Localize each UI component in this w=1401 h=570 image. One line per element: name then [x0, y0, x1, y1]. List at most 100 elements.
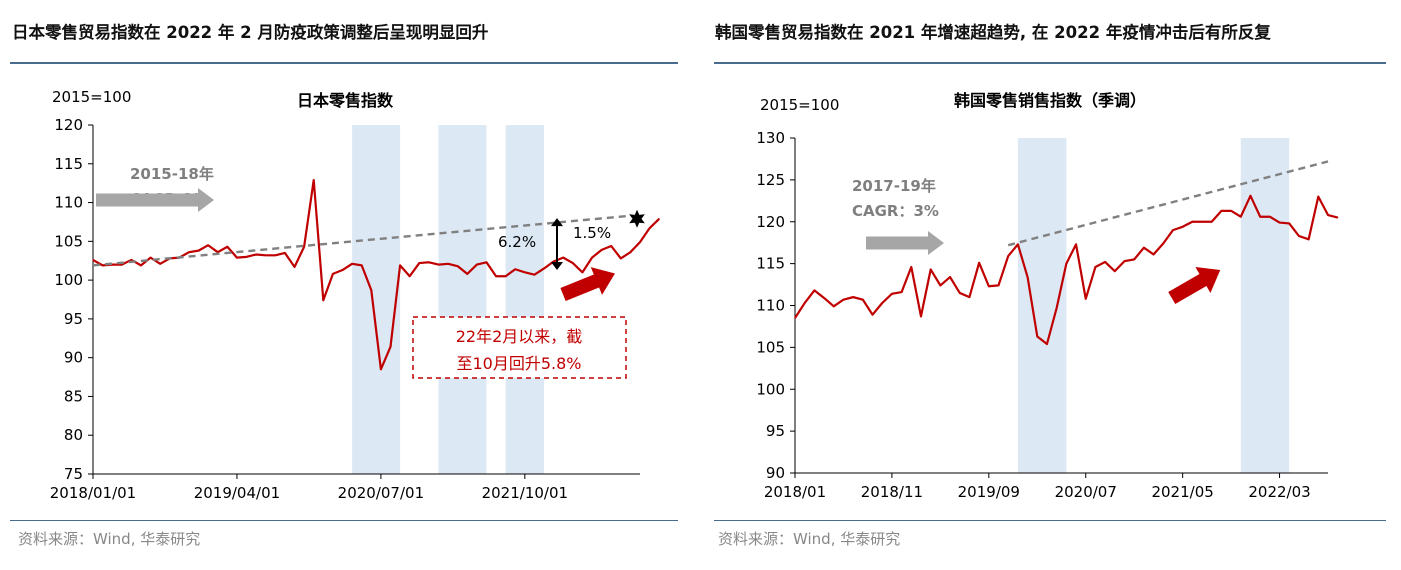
- data-point-5: [842, 299, 845, 301]
- gray-arrow: [96, 188, 214, 212]
- x-tick-label-3: 2021/10/01: [482, 484, 568, 502]
- data-point-47: [1249, 195, 1252, 197]
- note-box: [412, 316, 627, 379]
- y-tick-label-8: 115: [54, 155, 83, 173]
- left-chart-svg: 75 80 85 90 95 100 105 110 115 120 2018/01/01 2019/…: [50, 88, 660, 502]
- data-point-25: [1036, 335, 1038, 338]
- data-point-1: [804, 302, 806, 304]
- shaded-period-2: [505, 125, 545, 474]
- data-point-17: [959, 292, 961, 294]
- data-point-42: [1201, 221, 1203, 223]
- data-point-40: [476, 264, 478, 266]
- right-chart: 90 95 100 105 110 115 120 125 130 2018/01 2018/11 2…: [700, 66, 1401, 516]
- data-point-53: [1308, 238, 1310, 240]
- data-point-54: [610, 245, 612, 247]
- data-point-37: [1152, 253, 1155, 256]
- shaded-period-0: [352, 125, 401, 474]
- series-line: [92, 178, 660, 371]
- chart-title: 日本零售指数: [297, 91, 394, 110]
- data-point-16: [949, 276, 951, 278]
- data-point-7: [159, 263, 161, 265]
- data-point-7: [862, 299, 864, 301]
- data-point-19: [274, 254, 276, 256]
- rising-arrow-shape: [560, 267, 615, 301]
- trend-label-line1: 2015-18年: [130, 165, 214, 183]
- data-point-42: [495, 275, 497, 277]
- data-point-23: [313, 179, 315, 181]
- data-point-16: [245, 256, 248, 258]
- data-point-5: [140, 264, 142, 266]
- data-point-12: [910, 266, 912, 268]
- y-tick-label-4: 110: [756, 297, 785, 315]
- data-point-47: [543, 267, 545, 270]
- data-point-13: [920, 315, 922, 317]
- data-point-22: [1007, 255, 1009, 257]
- data-point-54: [1317, 196, 1319, 198]
- data-point-53: [601, 249, 603, 251]
- y-tick-label-9: 120: [54, 116, 83, 134]
- data-point-32: [399, 264, 401, 266]
- unit-label: 2015=100: [52, 88, 131, 106]
- data-point-15: [939, 284, 941, 286]
- data-point-19: [978, 262, 980, 264]
- data-point-21: [293, 266, 296, 268]
- data-point-26: [341, 269, 344, 271]
- shaded-period-1: [438, 125, 487, 474]
- data-point-27: [1056, 307, 1058, 309]
- gap-arrow-head-down: [551, 262, 563, 271]
- data-point-59: [658, 218, 660, 220]
- x-tick-label-0: 2018/01/01: [50, 484, 136, 502]
- data-point-44: [514, 268, 516, 270]
- data-point-29: [370, 289, 372, 291]
- left-heading-rule: [10, 62, 678, 64]
- unit-label: 2015=100: [760, 96, 839, 114]
- data-point-24: [322, 299, 324, 301]
- data-point-26: [1046, 343, 1048, 345]
- right-source: 资料来源：Wind, 华泰研究: [718, 530, 901, 548]
- data-point-28: [1065, 263, 1067, 265]
- data-point-35: [1133, 258, 1135, 261]
- data-point-15: [236, 257, 238, 259]
- data-point-13: [217, 251, 219, 253]
- left-bottom-rule: [10, 520, 678, 521]
- y-tick-label-8: 130: [756, 129, 785, 147]
- data-point-41: [485, 261, 488, 263]
- data-point-1: [101, 264, 104, 266]
- data-point-25: [332, 273, 334, 275]
- data-point-39: [466, 273, 468, 275]
- trend-label-line2: CAGR：3%: [852, 202, 939, 220]
- y-tick-label-1: 80: [64, 426, 83, 444]
- left-chart: 75 80 85 90 95 100 105 110 115 120 2018/01/01 2019/…: [0, 66, 690, 516]
- data-point-8: [871, 314, 874, 316]
- x-tick-label-5: 2022/03: [1248, 483, 1310, 501]
- y-tick-label-7: 110: [54, 194, 83, 212]
- data-point-10: [891, 293, 893, 295]
- data-point-14: [930, 268, 932, 271]
- data-point-51: [581, 271, 584, 273]
- data-point-23: [1017, 243, 1019, 245]
- data-point-29: [1075, 243, 1077, 245]
- y-tick-label-4: 95: [64, 310, 83, 328]
- data-point-34: [1123, 260, 1126, 262]
- x-tick-label-4: 2021/05: [1151, 483, 1213, 501]
- trend-line: [92, 214, 631, 267]
- y-tick-label-5: 100: [54, 271, 83, 289]
- y-tick-label-5: 115: [756, 255, 785, 273]
- data-point-28: [361, 264, 363, 266]
- x-tick-label-2: 2020/07/01: [338, 484, 424, 502]
- data-point-48: [553, 260, 555, 263]
- y-tick-label-0: 90: [766, 464, 785, 482]
- data-point-36: [437, 264, 440, 266]
- y-tick-label-7: 125: [756, 171, 785, 189]
- data-point-45: [524, 271, 526, 273]
- data-point-38: [457, 265, 459, 267]
- data-point-41: [1191, 221, 1193, 223]
- data-point-52: [1298, 235, 1300, 237]
- data-point-36: [1143, 247, 1145, 249]
- note-line1: 22年2月以来，截: [456, 327, 583, 346]
- data-point-49: [562, 257, 564, 259]
- data-point-11: [901, 291, 903, 293]
- data-point-14: [226, 246, 228, 248]
- data-point-48: [1259, 216, 1261, 218]
- gap-arrow-head-up: [551, 218, 563, 227]
